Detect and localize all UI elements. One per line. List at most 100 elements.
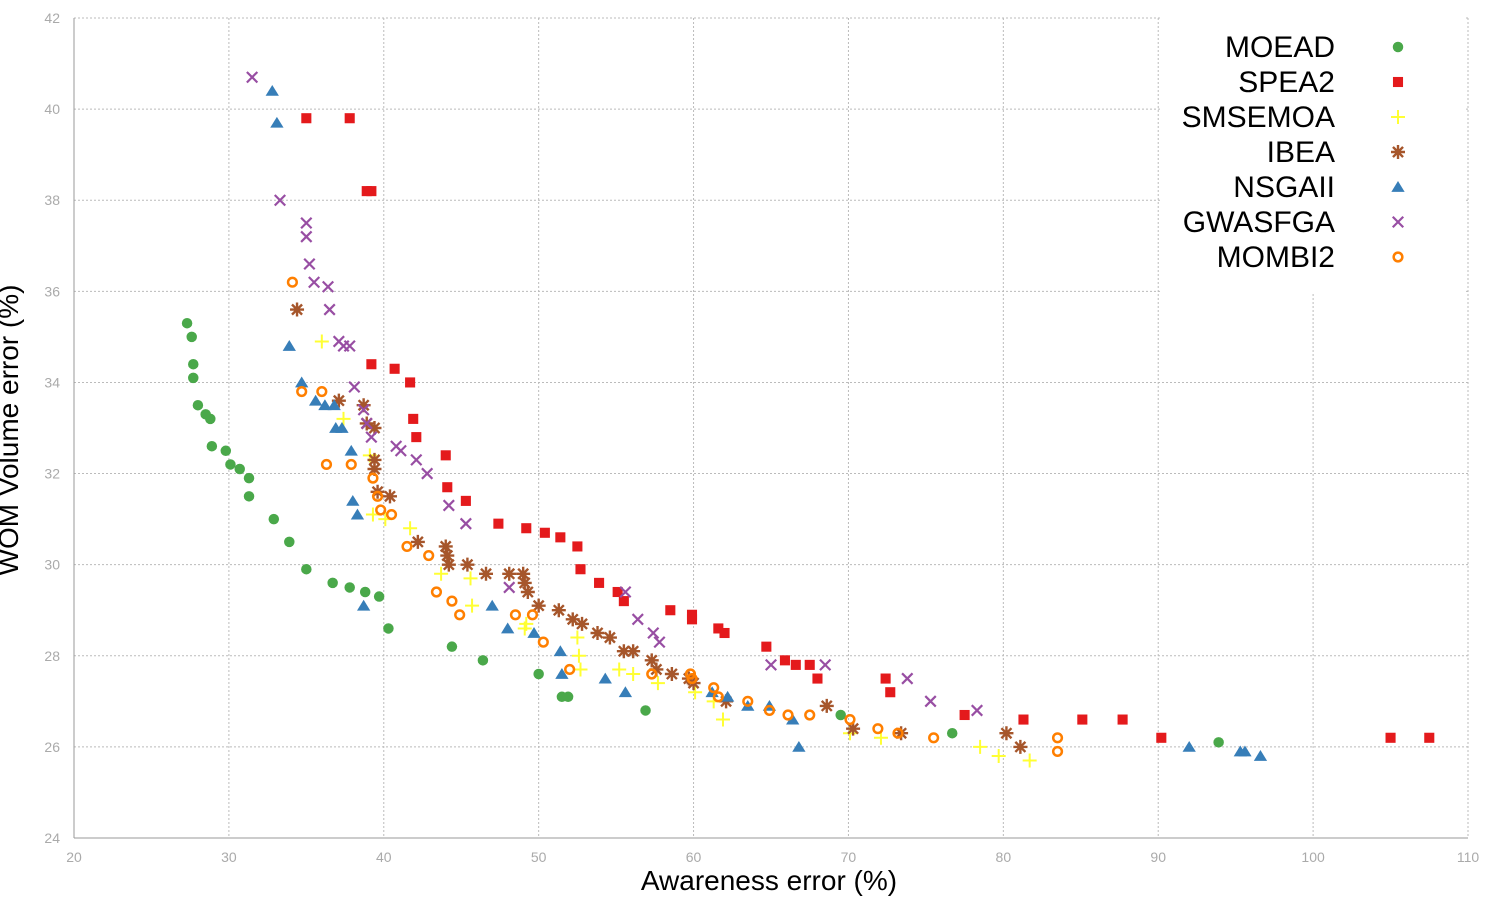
data-point bbox=[602, 630, 617, 645]
data-point bbox=[383, 623, 394, 634]
x-axis-title: Awareness error (%) bbox=[641, 865, 897, 896]
series-moead bbox=[181, 317, 1224, 748]
data-point bbox=[265, 84, 279, 96]
data-point bbox=[410, 534, 425, 549]
data-point bbox=[575, 616, 590, 631]
legend-marker bbox=[1392, 251, 1404, 263]
x-tick-label: 80 bbox=[996, 849, 1012, 865]
data-point bbox=[537, 636, 549, 648]
data-point bbox=[598, 672, 612, 684]
data-point bbox=[502, 566, 517, 581]
y-tick-label: 30 bbox=[44, 557, 60, 573]
x-tick-label: 110 bbox=[1457, 849, 1480, 865]
data-point bbox=[403, 521, 418, 536]
data-point bbox=[555, 532, 566, 543]
data-point bbox=[301, 563, 312, 575]
data-point bbox=[301, 113, 312, 124]
data-point bbox=[344, 444, 358, 456]
data-point bbox=[300, 230, 313, 243]
series-nsgaii bbox=[265, 84, 1268, 761]
data-point bbox=[284, 536, 295, 548]
data-point bbox=[928, 732, 940, 744]
data-point bbox=[664, 667, 679, 681]
data-point bbox=[590, 626, 605, 640]
data-point bbox=[446, 595, 458, 607]
data-point bbox=[318, 399, 332, 411]
data-point bbox=[527, 627, 541, 638]
data-point bbox=[270, 116, 284, 128]
data-point bbox=[1156, 732, 1167, 743]
data-point bbox=[1213, 737, 1224, 748]
data-point bbox=[246, 71, 259, 84]
data-point bbox=[872, 723, 884, 735]
data-point bbox=[371, 490, 384, 502]
data-point bbox=[792, 740, 806, 752]
data-point bbox=[570, 630, 585, 645]
data-point bbox=[327, 577, 338, 589]
data-point bbox=[844, 713, 856, 726]
data-point bbox=[314, 334, 329, 349]
data-point bbox=[742, 695, 754, 707]
data-point bbox=[999, 726, 1014, 741]
data-point bbox=[503, 581, 516, 594]
y-tick-label: 26 bbox=[44, 739, 60, 755]
data-point bbox=[410, 453, 423, 466]
data-point bbox=[367, 452, 382, 467]
data-point bbox=[519, 616, 534, 631]
y-axis-title: WOM Volume error (%) bbox=[0, 285, 24, 576]
data-point bbox=[1385, 732, 1396, 743]
data-point bbox=[509, 609, 522, 621]
data-point bbox=[686, 672, 698, 685]
data-point bbox=[321, 280, 335, 293]
data-point bbox=[373, 591, 385, 602]
data-point bbox=[346, 494, 360, 506]
data-point bbox=[880, 673, 891, 684]
legend-item: IBEA bbox=[1267, 136, 1405, 169]
data-point bbox=[394, 444, 407, 457]
legend-label: SPEA2 bbox=[1238, 66, 1335, 99]
data-point bbox=[1013, 739, 1028, 754]
data-point bbox=[303, 257, 316, 271]
data-point bbox=[594, 577, 605, 588]
data-point bbox=[327, 399, 341, 411]
series-gwasfga bbox=[246, 71, 984, 717]
data-point bbox=[344, 113, 355, 124]
data-point bbox=[763, 704, 776, 717]
legend-label: IBEA bbox=[1267, 136, 1335, 169]
data-point bbox=[356, 398, 371, 413]
data-point bbox=[234, 463, 245, 475]
data-point bbox=[555, 668, 569, 679]
data-point bbox=[973, 739, 988, 754]
data-point bbox=[296, 385, 308, 398]
data-point bbox=[712, 691, 724, 703]
data-point bbox=[442, 482, 453, 493]
y-tick-label: 32 bbox=[44, 466, 60, 482]
data-point bbox=[485, 599, 499, 611]
data-point bbox=[493, 518, 504, 529]
data-point bbox=[649, 662, 664, 677]
data-point bbox=[335, 422, 349, 433]
data-point bbox=[460, 495, 471, 506]
data-point bbox=[761, 641, 772, 652]
data-point bbox=[720, 690, 735, 702]
data-point bbox=[442, 499, 455, 512]
data-point bbox=[619, 585, 632, 599]
legend-marker bbox=[1391, 215, 1405, 229]
data-point bbox=[440, 450, 451, 461]
data-point bbox=[441, 557, 456, 572]
data-point bbox=[320, 458, 333, 471]
data-point bbox=[1051, 732, 1064, 744]
data-point bbox=[300, 216, 313, 230]
data-point bbox=[348, 380, 361, 394]
y-tick-label: 36 bbox=[44, 283, 60, 299]
data-point bbox=[686, 614, 698, 625]
data-point bbox=[901, 672, 914, 685]
data-point bbox=[812, 673, 823, 684]
data-point bbox=[835, 709, 846, 721]
data-point bbox=[571, 648, 586, 663]
data-point bbox=[646, 668, 658, 680]
data-point bbox=[350, 508, 365, 520]
data-point bbox=[1238, 745, 1252, 757]
data-point bbox=[516, 566, 531, 581]
